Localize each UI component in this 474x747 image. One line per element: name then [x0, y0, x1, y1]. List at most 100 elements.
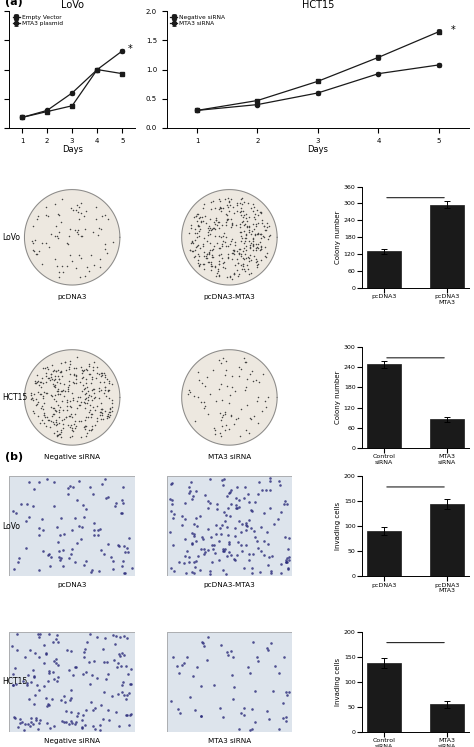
- Point: [109, 629, 117, 641]
- Point: [267, 566, 274, 578]
- Point: [89, 720, 96, 732]
- Point: [216, 269, 223, 281]
- Point: [8, 640, 16, 652]
- Point: [79, 230, 86, 242]
- Point: [233, 197, 241, 209]
- Point: [256, 206, 264, 218]
- Point: [270, 685, 277, 697]
- Point: [237, 221, 244, 233]
- Point: [246, 412, 254, 424]
- Point: [39, 376, 47, 388]
- Point: [253, 256, 260, 268]
- Point: [215, 203, 223, 215]
- Point: [194, 257, 202, 269]
- Point: [280, 651, 288, 663]
- Point: [21, 651, 28, 663]
- Title: LoVo: LoVo: [61, 1, 84, 10]
- Point: [257, 229, 265, 241]
- Point: [259, 230, 267, 242]
- Point: [41, 411, 48, 423]
- Point: [88, 411, 95, 423]
- X-axis label: Days: Days: [308, 145, 328, 154]
- Point: [249, 233, 256, 245]
- Point: [205, 502, 212, 514]
- Point: [228, 219, 236, 231]
- Point: [205, 224, 212, 236]
- Point: [240, 253, 248, 265]
- Point: [215, 263, 222, 275]
- Point: [44, 675, 52, 687]
- Point: [81, 420, 88, 432]
- Point: [202, 250, 210, 262]
- Point: [93, 672, 101, 684]
- Point: [237, 249, 245, 261]
- Point: [211, 261, 219, 273]
- Point: [26, 721, 34, 733]
- Point: [96, 252, 104, 264]
- Point: [221, 226, 228, 238]
- Point: [89, 383, 96, 395]
- Point: [34, 628, 42, 640]
- Point: [261, 395, 268, 407]
- Point: [68, 645, 75, 657]
- Polygon shape: [167, 476, 292, 577]
- Point: [240, 238, 248, 249]
- Text: pcDNA3-MTA3: pcDNA3-MTA3: [203, 583, 255, 589]
- Point: [258, 217, 266, 229]
- Point: [35, 211, 42, 223]
- Point: [260, 535, 268, 547]
- Point: [55, 373, 63, 385]
- Point: [201, 250, 208, 262]
- Point: [32, 712, 40, 724]
- Point: [235, 370, 243, 382]
- Point: [263, 526, 271, 538]
- Point: [170, 509, 178, 521]
- Point: [92, 213, 100, 225]
- Point: [237, 205, 245, 217]
- Point: [283, 498, 291, 509]
- Point: [118, 560, 126, 572]
- Point: [225, 546, 232, 558]
- Point: [47, 551, 55, 563]
- Point: [195, 260, 203, 272]
- Point: [35, 529, 43, 541]
- Point: [81, 270, 89, 282]
- Point: [103, 373, 111, 385]
- Point: [210, 539, 218, 551]
- Point: [71, 718, 78, 730]
- Point: [112, 639, 119, 651]
- Point: [72, 362, 80, 374]
- Point: [245, 548, 252, 560]
- Point: [231, 259, 238, 271]
- Point: [32, 375, 39, 387]
- Point: [219, 711, 227, 723]
- Point: [238, 192, 246, 204]
- Point: [12, 507, 20, 519]
- Point: [245, 252, 252, 264]
- Point: [119, 481, 127, 493]
- Point: [254, 258, 261, 270]
- Point: [105, 391, 112, 403]
- Point: [256, 566, 264, 578]
- Point: [82, 666, 90, 678]
- Point: [252, 242, 260, 254]
- Point: [251, 229, 259, 241]
- Point: [100, 713, 107, 725]
- Point: [76, 376, 84, 388]
- Point: [51, 500, 58, 512]
- Point: [68, 422, 75, 434]
- Point: [63, 260, 71, 272]
- Point: [80, 383, 87, 395]
- Point: [96, 724, 104, 736]
- Point: [9, 668, 17, 680]
- Point: [192, 512, 200, 524]
- Point: [58, 715, 66, 727]
- Point: [41, 409, 48, 421]
- Point: [186, 557, 193, 568]
- Point: [207, 244, 214, 255]
- Point: [105, 384, 112, 396]
- Point: [254, 255, 261, 267]
- Point: [197, 680, 204, 692]
- Point: [53, 376, 61, 388]
- Point: [32, 400, 40, 412]
